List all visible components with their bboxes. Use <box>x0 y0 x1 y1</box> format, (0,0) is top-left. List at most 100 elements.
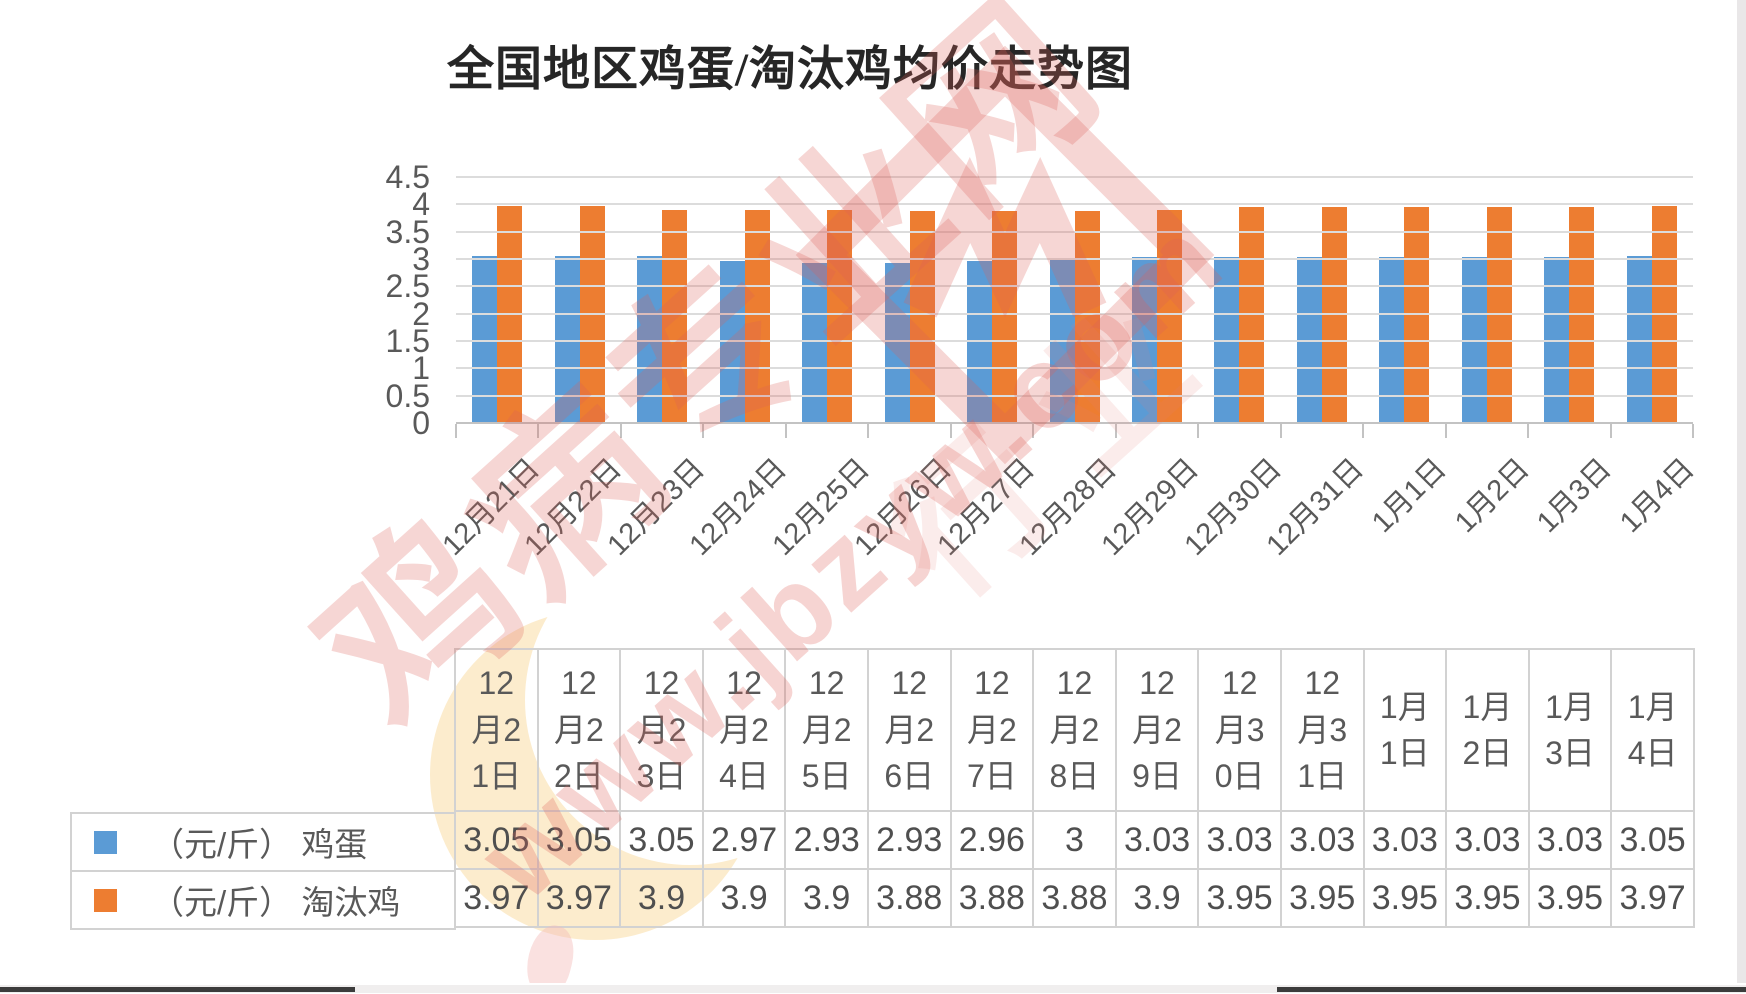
category-group <box>868 177 950 423</box>
x-axis-tick <box>1279 424 1282 438</box>
date-header-cell: 12 月3 1日 <box>1281 650 1363 812</box>
category-group <box>1116 177 1198 423</box>
x-axis-tick <box>1362 424 1365 438</box>
chicken-value-cell: 3.95 <box>1454 878 1521 917</box>
x-axis-tick <box>1114 424 1117 438</box>
chicken-bar <box>909 210 935 423</box>
legend-row-egg: （元/斤） 鸡蛋 <box>72 814 456 872</box>
gridline <box>456 312 1693 315</box>
date-header-cell: 12 月2 6日 <box>868 650 950 812</box>
date-header-cell: 1月 1日 <box>1364 650 1446 812</box>
x-axis: 12月21日 12月22日 12月23日 12月24日 12月25日 12月26日 12月2… <box>436 423 1700 583</box>
egg-value-cell: 3.05 <box>538 812 620 870</box>
y-axis: 4.5 4 3.5 3 2.5 2 1.5 1 0.5 0 <box>280 0 430 460</box>
x-axis-tick <box>949 424 952 438</box>
date-header-cell: 1月 3日 <box>1529 650 1611 812</box>
x-axis-category-label: 1月1日 <box>1366 452 1453 540</box>
legend-label-egg: （元/斤） 鸡蛋 <box>151 826 368 863</box>
egg-value-cell: 3.03 <box>1447 812 1528 870</box>
horizontal-scrollbar[interactable] <box>0 983 1746 994</box>
data-table: 12 月2 1日 3.05 3.97 12 月2 2日 3.05 3.97 12 月2 3日… <box>454 648 1695 928</box>
egg-value-cell: 3.05 <box>1612 812 1693 870</box>
egg-legend-swatch-icon <box>94 830 117 854</box>
date-header-cell: 12 月2 1日 <box>456 650 537 812</box>
gridline <box>456 176 1693 178</box>
egg-value-cell: 2.96 <box>951 812 1033 870</box>
egg-value-cell: 3 <box>1034 812 1115 870</box>
table-column: 12 月2 9日 3.03 3.9 <box>1116 650 1200 926</box>
x-axis-tick <box>1692 424 1694 438</box>
chicken-value-cell: 3.97 <box>1619 878 1686 917</box>
x-axis-line <box>456 422 1693 424</box>
plot-area <box>455 176 1694 438</box>
x-axis-tick <box>1527 424 1530 438</box>
chicken-bar <box>1239 207 1265 423</box>
table-column: 12 月2 3日 3.05 3.9 <box>621 650 704 926</box>
chicken-bar <box>1486 207 1512 423</box>
y-axis-tick-label: 4 <box>412 186 430 223</box>
chicken-value-cell: 3.95 <box>1371 878 1438 917</box>
x-axis-tick <box>1609 424 1612 438</box>
category-group <box>1281 177 1363 423</box>
x-axis-tick <box>702 424 705 438</box>
egg-value-cell: 3.03 <box>1199 812 1280 870</box>
table-column: 12 月2 2日 3.05 3.97 <box>538 650 622 926</box>
chicken-bar <box>1569 207 1595 423</box>
gridline <box>456 285 1693 288</box>
date-header-cell: 12 月2 3日 <box>621 650 702 812</box>
egg-value-cell: 2.93 <box>786 812 867 870</box>
table-column: 12 月2 5日 2.93 3.9 <box>786 650 869 926</box>
table-column: 12 月2 6日 2.93 3.88 <box>868 650 952 926</box>
category-group <box>1528 177 1610 423</box>
y-axis-tick-label: 2 <box>412 295 430 332</box>
category-group <box>621 177 703 423</box>
date-header-cell: 12 月2 8日 <box>1034 650 1115 812</box>
date-header-cell: 12 月2 2日 <box>538 650 620 812</box>
chicken-value-cell: 3.9 <box>803 878 851 917</box>
chicken-value-cell: 3.97 <box>545 878 612 917</box>
table-column: 1月 1日 3.03 3.95 <box>1364 650 1448 926</box>
y-axis-tick-label: 1.5 <box>385 322 430 359</box>
x-axis-tick <box>1032 424 1035 438</box>
x-axis-tick <box>537 424 540 438</box>
chicken-bar <box>1321 207 1347 423</box>
y-axis-tick-label: 0 <box>412 404 430 441</box>
y-axis-tick-label: 0.5 <box>385 377 430 414</box>
chart-title: 全国地区鸡蛋/淘汰鸡均价走势图 <box>446 44 1134 96</box>
table-column: 1月 3日 3.03 3.95 <box>1529 650 1613 926</box>
legend-row-chicken: （元/斤） 淘汰鸡 <box>72 872 456 928</box>
bars-layer <box>456 177 1693 423</box>
egg-value-cell: 3.05 <box>621 812 702 870</box>
date-header-cell: 1月 2日 <box>1447 650 1528 812</box>
chicken-value-cell: 3.97 <box>463 878 530 917</box>
table-legend-column: （元/斤） 鸡蛋 （元/斤） 淘汰鸡 <box>70 812 456 930</box>
scrollbar-segment-left[interactable] <box>0 987 355 992</box>
vertical-scrollbar[interactable] <box>1737 0 1746 983</box>
date-header-cell: 1月 4日 <box>1612 650 1693 812</box>
gridline <box>456 257 1693 260</box>
date-header-cell: 12 月2 5日 <box>786 650 867 812</box>
chicken-legend-swatch-icon <box>94 888 117 912</box>
x-axis-tick <box>619 424 622 438</box>
x-axis-category-label: 1月3日 <box>1531 452 1618 540</box>
egg-value-cell: 3.03 <box>1529 812 1611 870</box>
y-axis-tick-label: 3 <box>412 240 430 277</box>
category-group <box>1446 177 1528 423</box>
chicken-value-cell: 3.9 <box>637 878 686 917</box>
egg-value-cell: 2.93 <box>868 812 950 870</box>
table-column: 12 月2 8日 3 3.88 <box>1034 650 1117 926</box>
scrollbar-track[interactable] <box>0 985 1746 993</box>
scrollbar-segment-right[interactable] <box>1277 987 1746 992</box>
x-axis-tick <box>1197 424 1200 438</box>
chicken-value-cell: 3.9 <box>1133 878 1181 917</box>
date-header-cell: 12 月3 0日 <box>1199 650 1280 812</box>
chicken-bar <box>662 209 688 423</box>
gridline <box>456 367 1693 370</box>
x-axis-tick <box>1444 424 1447 438</box>
category-group <box>1363 177 1445 423</box>
x-axis-tick <box>455 424 457 438</box>
y-axis-tick-label: 1 <box>412 350 430 387</box>
table-column: 12 月2 4日 2.97 3.9 <box>703 650 787 926</box>
gridline <box>456 394 1693 397</box>
